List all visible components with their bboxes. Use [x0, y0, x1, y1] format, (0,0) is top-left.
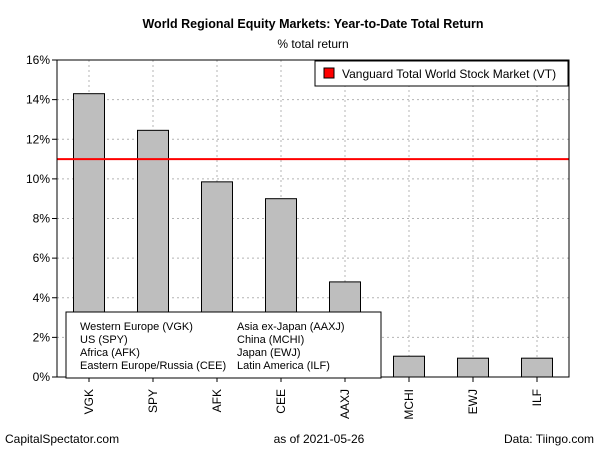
y-axis: 0% 2% 4% 6% 8% 10% 12% 14% 16% [26, 53, 57, 384]
y-tick-label-2: 4% [33, 291, 51, 305]
key-right-1: China (MCHI) [237, 334, 304, 346]
x-tick-label-aaxj: AAXJ [338, 389, 352, 419]
x-tick-label-cee: CEE [274, 389, 288, 414]
footer-right: Data: Tiingo.com [504, 432, 594, 446]
y-tick-label-5: 10% [26, 172, 50, 186]
y-tick-label-8: 16% [26, 53, 50, 67]
y-tick-label-6: 12% [26, 132, 50, 146]
key-left-0: Western Europe (VGK) [80, 321, 193, 333]
x-tick-label-afk: AFK [210, 389, 224, 412]
x-tick-label-spy: SPY [146, 389, 160, 413]
y-tick-label-1: 2% [33, 330, 51, 344]
key-right-2: Japan (EWJ) [237, 347, 301, 359]
chart-subtitle: % total return [277, 37, 348, 51]
key-right-3: Latin America (ILF) [237, 360, 330, 372]
y-tick-label-0: 0% [33, 370, 51, 384]
legend-swatch [323, 67, 335, 79]
key-left-3: Eastern Europe/Russia (CEE) [80, 360, 226, 372]
y-tick-label-4: 8% [33, 212, 51, 226]
legend-box [314, 60, 569, 87]
key-box: Western Europe (VGK) US (SPY) Africa (AF… [65, 311, 382, 379]
legend-label: Vanguard Total World Stock Market (VT) [342, 67, 556, 81]
x-tick-label-ilf: ILF [530, 389, 544, 406]
bar-ilf [521, 357, 553, 378]
key-box-frame [65, 311, 382, 379]
y-tick-label-3: 6% [33, 251, 51, 265]
x-axis: VGK SPY AFK CEE AAXJ MCHI EWJ ILF [82, 377, 544, 420]
key-left-2: Africa (AFK) [80, 347, 140, 359]
y-tick-label-7: 14% [26, 93, 50, 107]
chart-title: World Regional Equity Markets: Year-to-D… [142, 17, 483, 31]
footer-center: as of 2021-05-26 [274, 432, 365, 446]
key-left-1: US (SPY) [80, 334, 128, 346]
x-tick-label-ewj: EWJ [466, 389, 480, 414]
key-right-0: Asia ex-Japan (AAXJ) [237, 321, 345, 333]
footer-left: CapitalSpectator.com [5, 432, 119, 446]
bar-mchi [393, 355, 425, 378]
legend: Vanguard Total World Stock Market (VT) [314, 60, 569, 87]
bar-ewj [457, 357, 489, 378]
x-tick-label-vgk: VGK [82, 389, 96, 414]
x-tick-label-mchi: MCHI [402, 389, 416, 420]
